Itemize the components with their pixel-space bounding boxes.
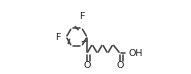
Text: F: F — [55, 32, 61, 42]
Text: F: F — [79, 12, 84, 21]
Text: OH: OH — [128, 49, 143, 58]
Text: O: O — [116, 61, 124, 70]
Text: O: O — [83, 61, 91, 70]
